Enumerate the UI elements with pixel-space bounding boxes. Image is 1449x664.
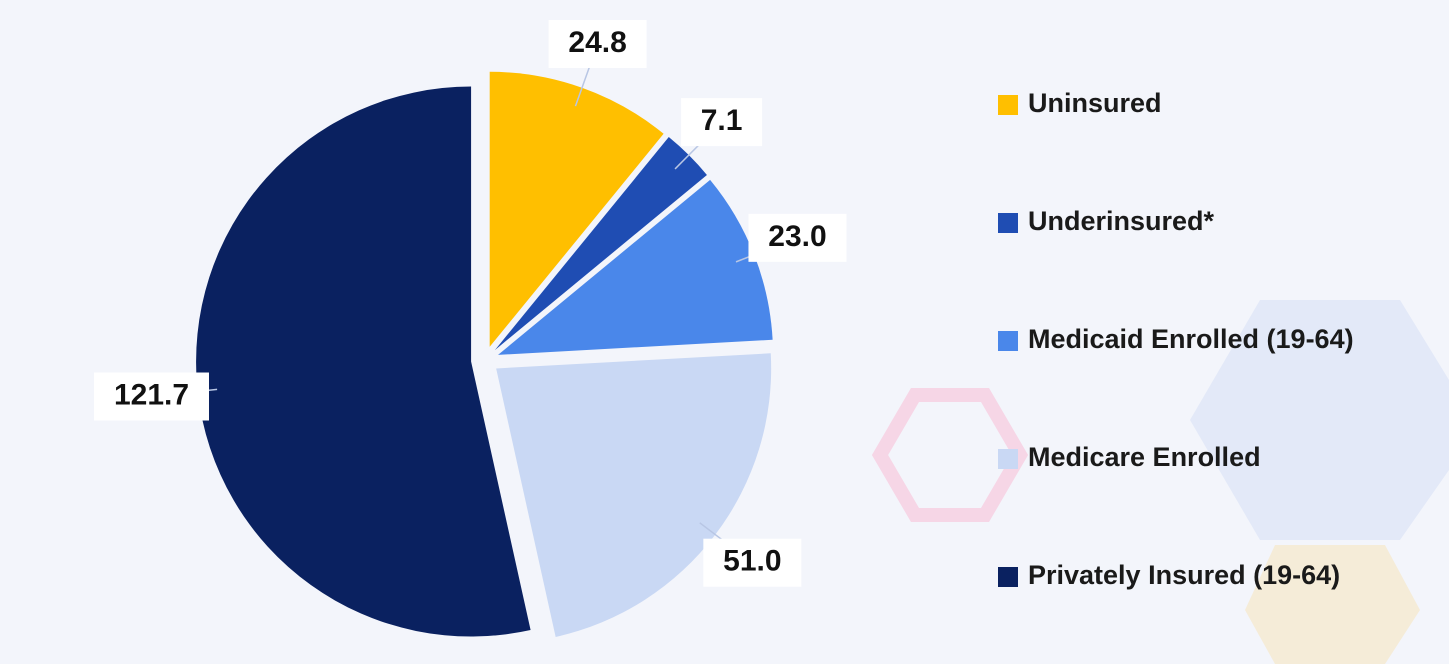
legend-swatch xyxy=(998,213,1018,233)
legend-swatch xyxy=(998,449,1018,469)
legend-label: Uninsured xyxy=(1028,88,1162,118)
pie-slice xyxy=(498,179,773,355)
data-label: 23.0 xyxy=(768,220,826,253)
legend-swatch xyxy=(998,95,1018,115)
pie-slice xyxy=(489,71,664,347)
data-label: 51.0 xyxy=(723,545,781,578)
legend-swatch xyxy=(998,331,1018,351)
decor-hexagon xyxy=(871,388,1029,522)
pie-slice xyxy=(494,137,707,351)
data-label: 7.1 xyxy=(701,104,743,137)
decor-hexagon xyxy=(1245,545,1420,664)
data-label: 121.7 xyxy=(114,378,189,411)
pie-slice xyxy=(496,353,772,637)
pie-slice xyxy=(196,86,531,637)
legend-swatch xyxy=(998,567,1018,587)
legend-label: Privately Insured (19-64) xyxy=(1028,560,1340,590)
label-box xyxy=(748,213,847,262)
label-box xyxy=(681,98,763,147)
label-box xyxy=(548,19,647,68)
label-box xyxy=(703,538,802,587)
legend-label: Underinsured* xyxy=(1028,206,1215,236)
label-box xyxy=(93,372,209,421)
data-label: 24.8 xyxy=(568,26,626,59)
legend-label: Medicare Enrolled xyxy=(1028,442,1261,472)
decor-hexagon xyxy=(1190,300,1449,540)
legend-label: Medicaid Enrolled (19-64) xyxy=(1028,324,1354,354)
